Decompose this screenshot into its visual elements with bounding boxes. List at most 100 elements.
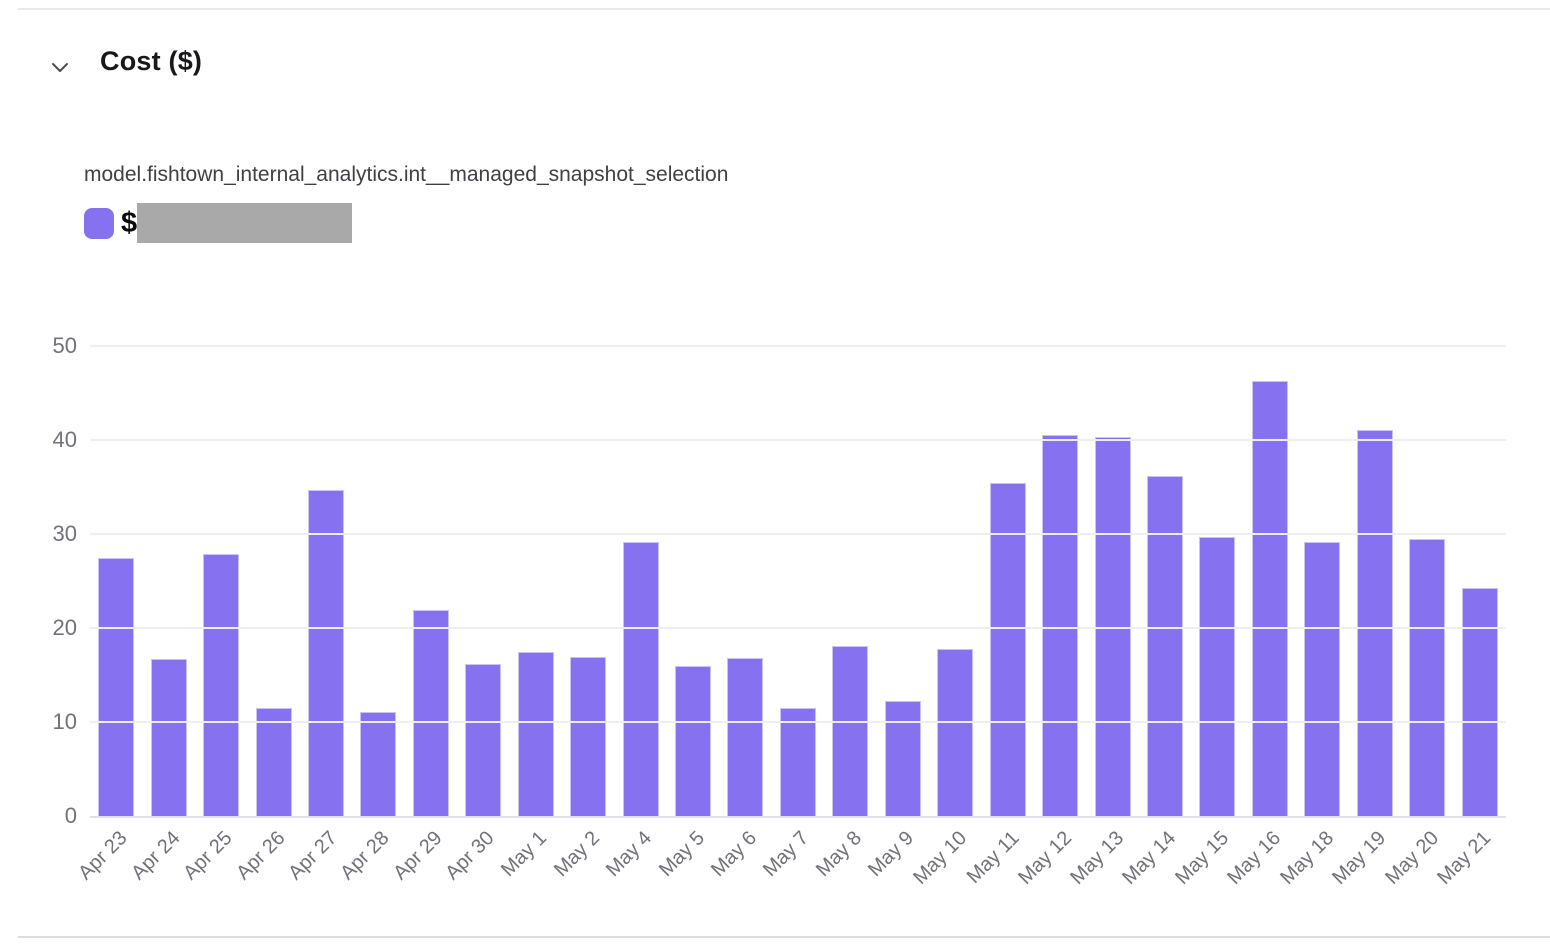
bar-slot: Apr 26 [232,346,299,884]
bar-may-1[interactable] [517,652,554,816]
bottom-divider [18,936,1550,938]
legend-item[interactable]: $ [84,203,353,243]
bar-slot: May 4 [602,346,666,881]
bar-may-11[interactable] [989,483,1026,816]
bar-may-4[interactable] [622,542,659,816]
bar-slot: May 12 [1014,346,1086,889]
bar-slot: Apr 27 [284,346,352,884]
bar-slot: May 9 [864,346,929,881]
bar-apr-29[interactable] [412,610,449,816]
x-axis-tick-label: Apr 28 [336,827,394,885]
y-axis-tick-label: 20 [52,615,77,640]
plot-area: Apr 23 Apr 24 Apr 25 Apr 26 Apr 27 Apr 28 Apr … [53,334,1506,889]
bar-slot: Apr 28 [337,346,404,884]
bar-slot: May 19 [1328,346,1401,889]
bar-slot: Apr 29 [389,346,457,884]
x-axis-tick-label: Apr 25 [179,827,237,885]
bar-may-19[interactable] [1356,429,1393,816]
bar-may-6[interactable] [727,658,764,816]
x-axis-tick-label: Apr 23 [74,827,132,885]
section-title: Cost ($) [100,46,203,76]
bar-may-16[interactable] [1251,380,1288,816]
x-axis-tick-label: May 20 [1380,827,1443,889]
x-axis-tick-label: May 2 [549,827,604,882]
bar-may-12[interactable] [1042,435,1079,816]
bar-slot: May 18 [1276,346,1348,889]
x-axis-tick-label: May 18 [1275,827,1338,889]
y-axis-tick-label: 0 [64,803,77,828]
bar-slot: Apr 23 [75,346,142,884]
x-axis-tick-label: May 6 [706,827,762,882]
y-axis-tick-label: 50 [52,333,77,358]
bars-layer: Apr 23 Apr 24 Apr 25 Apr 26 Apr 27 Apr 28 Apr … [75,346,1506,889]
bar-may-18[interactable] [1304,542,1341,816]
x-axis-tick-label: Apr 30 [441,827,499,885]
gridline-y-20 [90,627,1506,629]
bar-may-20[interactable] [1409,538,1446,816]
bar-may-14[interactable] [1146,475,1183,816]
bar-may-21[interactable] [1461,587,1498,816]
bar-slot: Apr 24 [127,346,194,884]
y-axis-tick-label: 40 [52,427,77,452]
x-axis-tick-label: May 4 [602,827,657,882]
bar-slot: May 16 [1223,346,1296,889]
bar-may-5[interactable] [675,665,712,816]
x-axis-tick-label: May 15 [1171,827,1233,889]
x-axis-tick-label: May 16 [1223,827,1286,889]
chart-series-name: model.fishtown_internal_analytics.int__m… [84,163,729,186]
bar-apr-26[interactable] [255,707,292,816]
bar-apr-25[interactable] [203,553,240,816]
bar-apr-24[interactable] [150,659,187,816]
x-axis-tick-label: Apr 24 [126,827,185,885]
x-axis-tick-label: Apr 26 [231,827,290,885]
gridline-y-30 [90,533,1506,535]
bar-slot: May 21 [1433,346,1505,889]
y-axis-tick-label: 10 [52,709,77,734]
bar-may-7[interactable] [779,707,816,816]
x-axis-tick-label: May 19 [1328,827,1391,889]
bar-slot: May 1 [497,346,562,881]
bar-may-13[interactable] [1094,437,1131,816]
legend-redacted-value [137,203,353,243]
bar-slot: Apr 25 [179,346,247,884]
x-axis-tick-label: May 10 [908,827,971,889]
bar-may-2[interactable] [570,657,607,816]
bar-may-8[interactable] [832,645,869,816]
x-axis-tick-label: Apr 29 [389,827,447,885]
gridline-y-40 [90,439,1506,441]
bar-slot: May 15 [1171,346,1243,889]
bar-slot: May 20 [1381,346,1453,889]
bar-slot: May 13 [1066,346,1138,889]
x-axis-tick-label: May 11 [962,827,1024,888]
bar-slot: May 6 [707,346,771,881]
legend-color-swatch [84,207,114,239]
gridline-y-50 [90,345,1506,347]
x-axis-tick-label: May 5 [654,827,709,882]
bar-apr-28[interactable] [360,711,397,816]
bar-slot: May 7 [759,346,824,881]
bar-apr-27[interactable] [307,489,344,816]
bar-may-10[interactable] [937,648,974,816]
gridline-y-10 [90,721,1506,723]
x-axis-tick-label: May 12 [1013,827,1076,889]
x-axis-tick-label: Apr 27 [284,827,342,885]
x-axis-tick-label: May 13 [1066,827,1129,889]
bar-slot: May 10 [909,346,981,889]
bar-slot: May 5 [655,346,719,881]
bar-may-9[interactable] [884,701,921,816]
x-axis-tick-label: May 8 [811,827,866,882]
bar-slot: May 2 [550,346,614,881]
bar-slot: Apr 30 [442,346,509,884]
y-axis-tick-label: 30 [52,521,77,546]
x-axis-tick-label: May 14 [1118,827,1181,889]
bar-apr-30[interactable] [465,663,502,816]
section-collapse-button[interactable] [44,51,76,83]
chevron-down-icon [48,55,72,79]
bar-slot: May 11 [962,346,1033,888]
bar-apr-23[interactable] [98,558,135,816]
bar-may-15[interactable] [1199,536,1236,816]
bar-slot: May 14 [1119,346,1191,889]
x-axis-tick-label: May 21 [1433,827,1496,889]
top-divider [18,8,1550,10]
